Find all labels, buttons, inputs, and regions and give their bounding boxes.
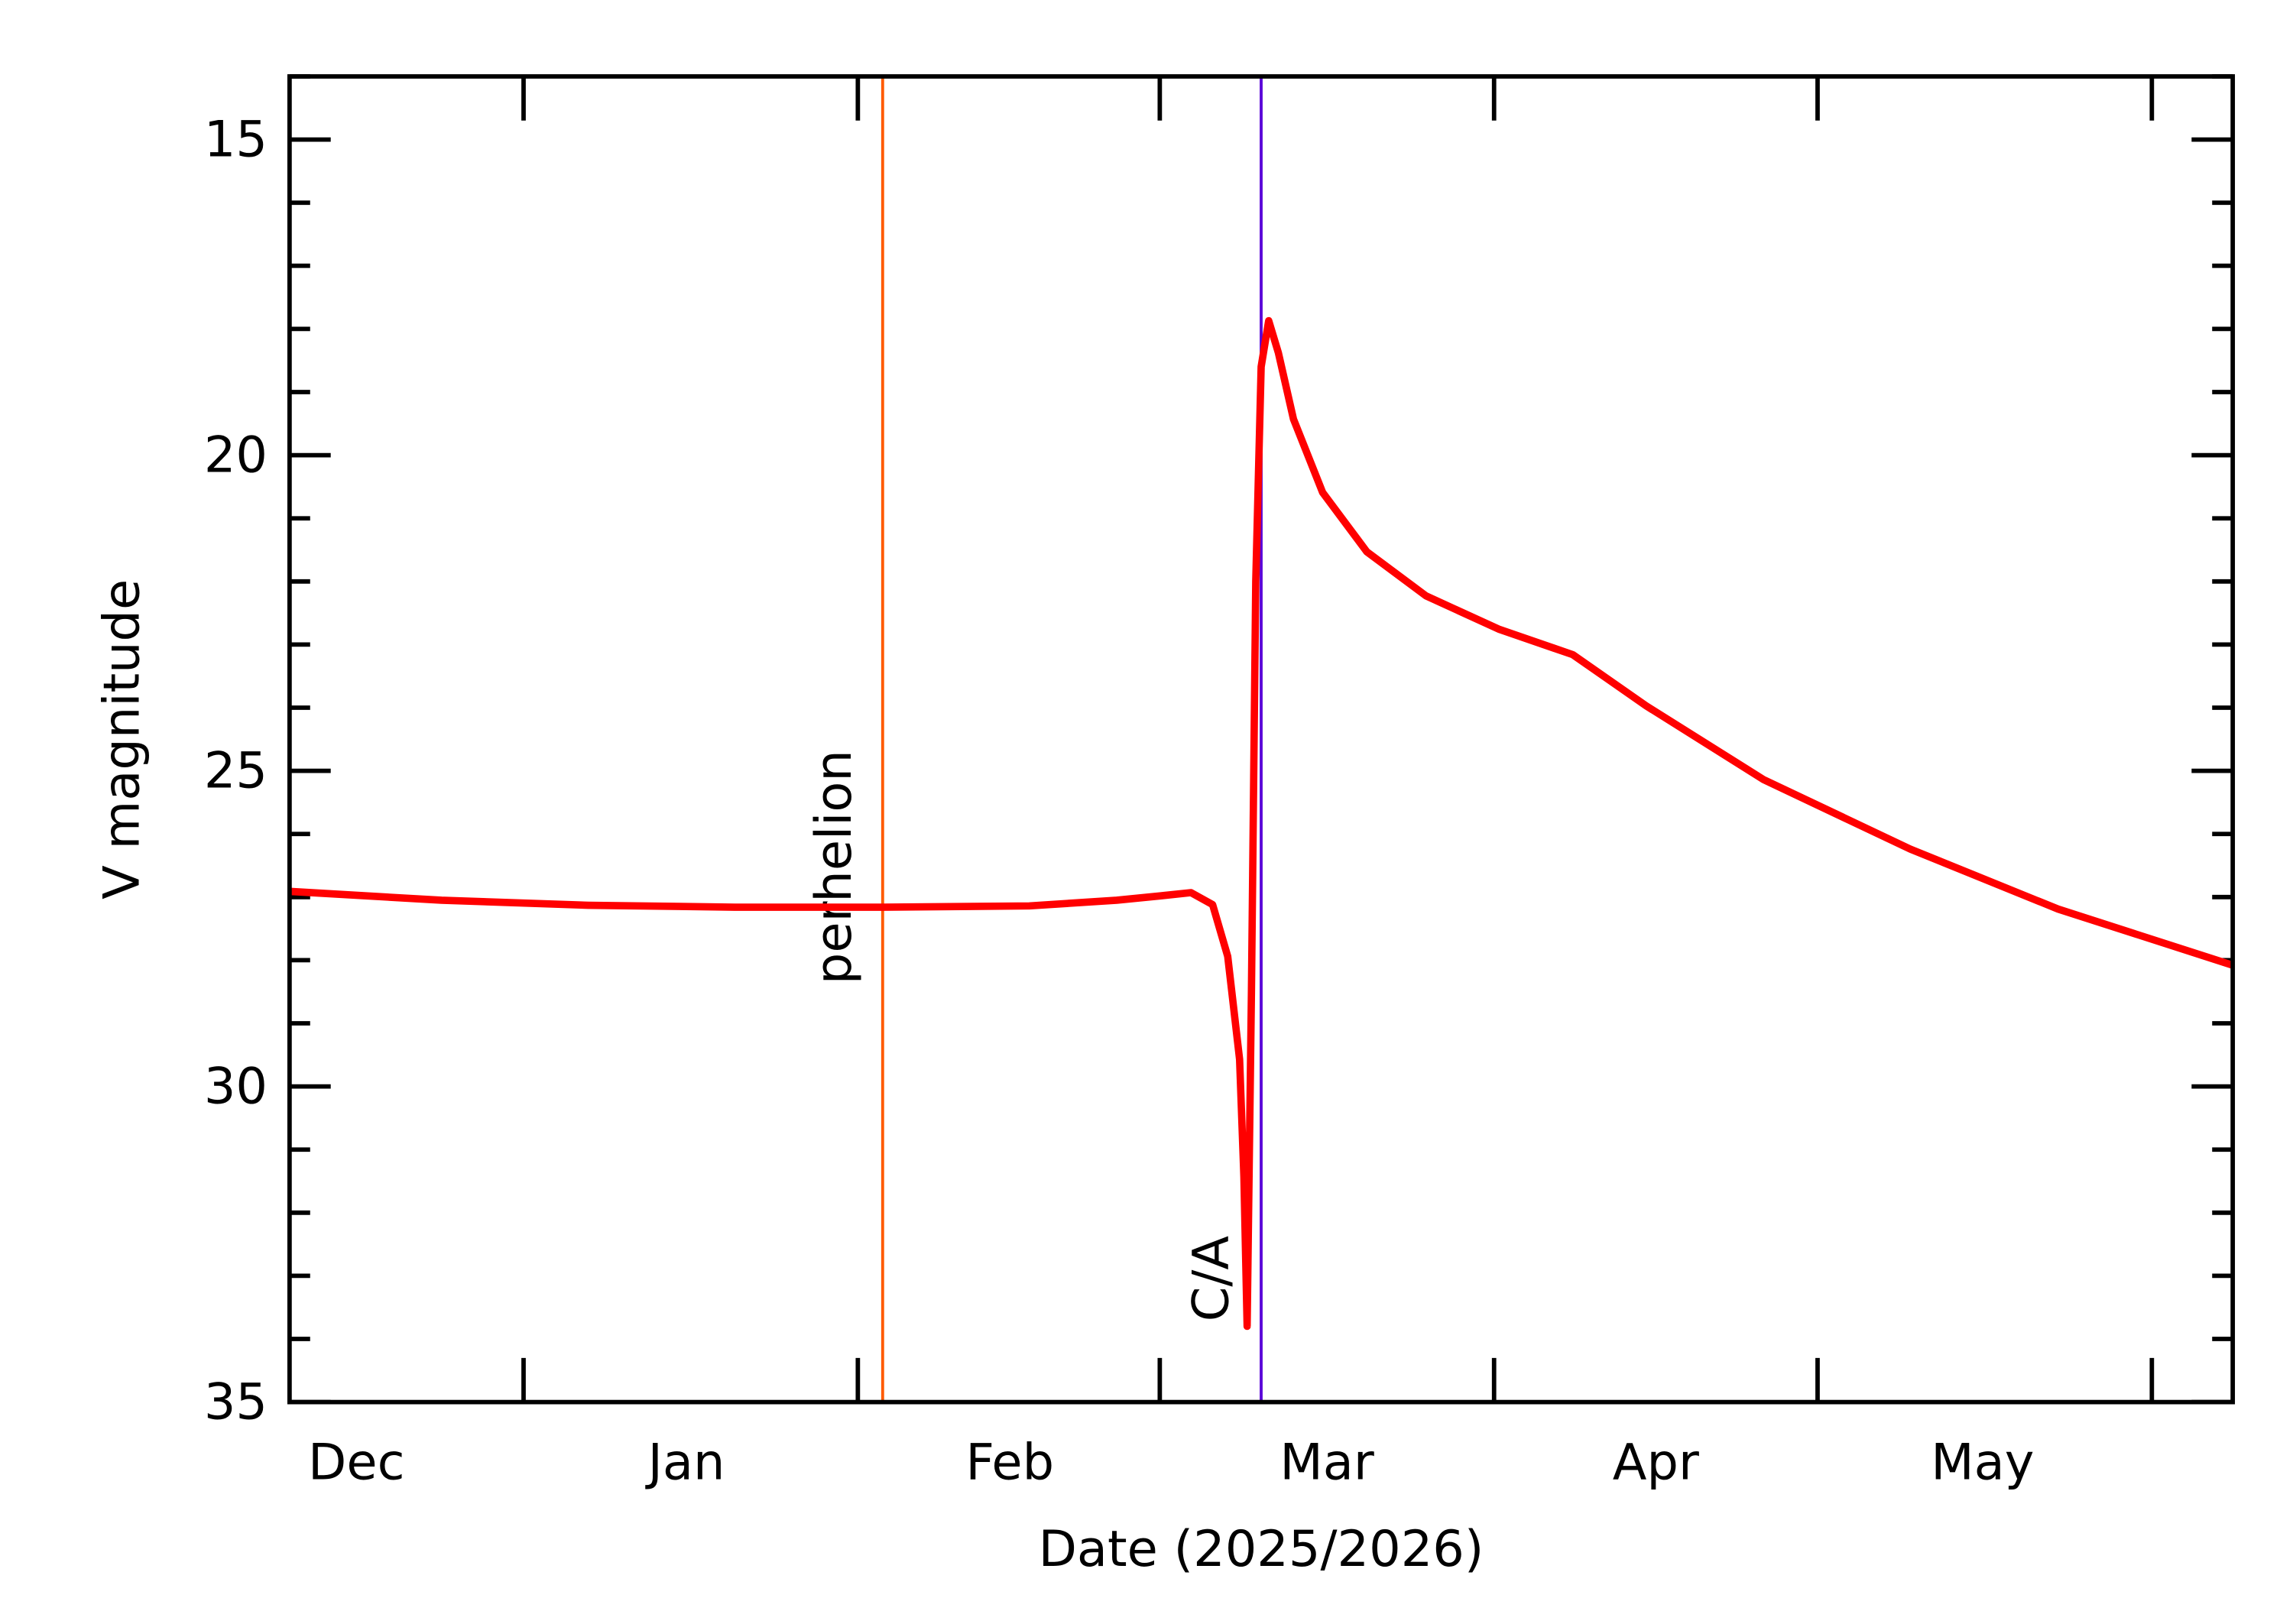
x-tick-label: May <box>1931 1433 2034 1491</box>
x-tick-label: Mar <box>1279 1433 1374 1491</box>
y-tick-label: 30 <box>204 1058 268 1116</box>
y-tick-label: 20 <box>204 426 268 485</box>
x-axis-label: Date (2025/2026) <box>1039 1520 1484 1578</box>
y-tick-label: 25 <box>204 742 268 800</box>
annotation-label: C/A <box>1182 1236 1241 1322</box>
x-tick-label: Feb <box>965 1433 1054 1491</box>
x-tick-label: Dec <box>308 1433 405 1491</box>
annotation-label: perhelion <box>805 750 863 984</box>
y-tick-label: 35 <box>204 1373 268 1431</box>
x-tick-label: Jan <box>645 1433 725 1491</box>
data-line <box>289 316 2234 1331</box>
x-tick-label: Apr <box>1613 1433 1699 1491</box>
y-tick-label: 15 <box>204 111 268 169</box>
y-axis-label: V magnitude <box>93 579 151 900</box>
plot-frame <box>287 74 2236 1405</box>
